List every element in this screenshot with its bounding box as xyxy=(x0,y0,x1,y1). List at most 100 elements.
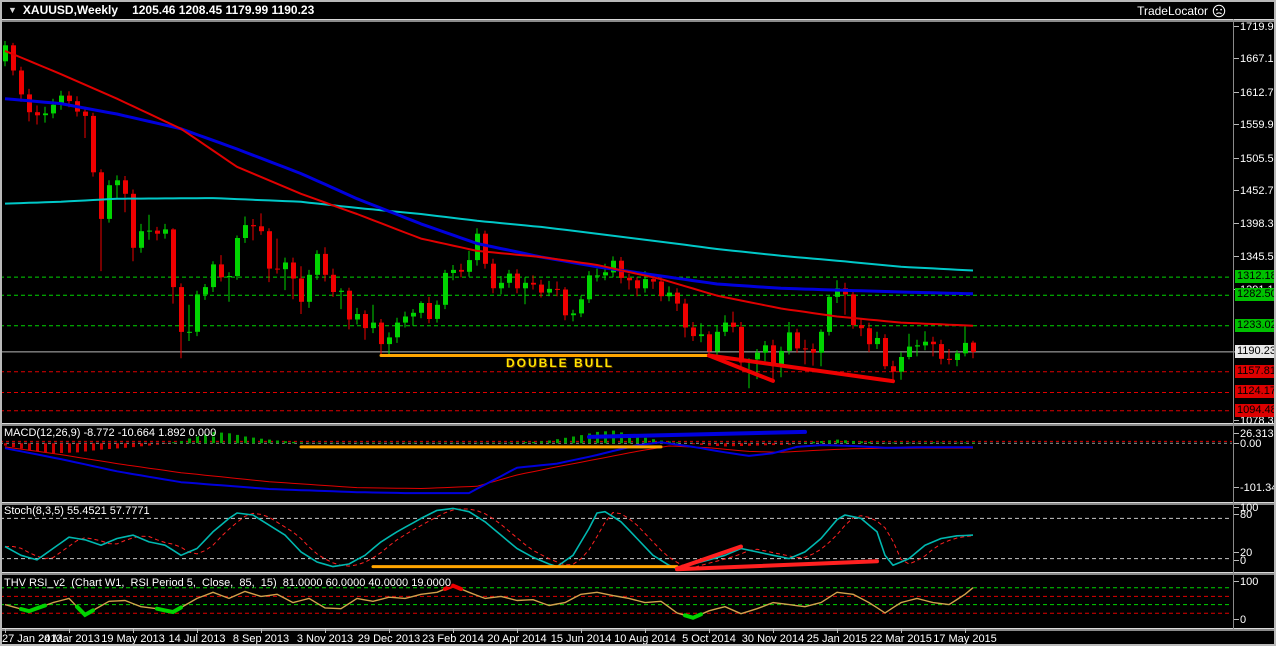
date-tick xyxy=(5,629,6,633)
double-bull-label: DOUBLE BULL xyxy=(506,356,614,370)
symbol-timeframe-title: XAUUSD,Weekly xyxy=(22,2,119,17)
date-tick xyxy=(197,629,198,633)
date-label: 29 Dec 2013 xyxy=(357,633,421,645)
date-tick xyxy=(133,629,134,633)
resistance-price-tag: 1282.50 xyxy=(1235,288,1276,302)
tradelocator-watermark: TradeLocator xyxy=(1137,4,1226,18)
candle-body xyxy=(635,280,640,289)
macd-histogram-bar-up xyxy=(484,442,487,444)
macd-histogram-bar-up xyxy=(836,439,839,444)
panel-separator-rsi[interactable] xyxy=(0,572,1276,575)
macd-histogram-bar-up xyxy=(532,441,535,444)
macd-histogram-bar-up xyxy=(228,433,231,444)
macd-main-line xyxy=(4,441,974,495)
macd-axis-label: -101.342 xyxy=(1233,482,1276,494)
rsi-oversold-highlight xyxy=(19,603,47,614)
candle-body xyxy=(323,253,328,275)
candle-body xyxy=(907,346,912,357)
macd-histogram-bar-up xyxy=(388,442,391,444)
date-label: 10 Aug 2014 xyxy=(614,633,676,645)
date-label: 22 Mar 2015 xyxy=(870,633,932,645)
macd-histogram-bar-down xyxy=(780,443,783,445)
rsi-axis-label: 0 xyxy=(1233,614,1247,626)
candle-body xyxy=(411,312,416,317)
candle-body xyxy=(275,268,280,270)
macd-histogram-bar-up xyxy=(372,442,375,444)
macd-histogram-bar-up xyxy=(940,442,943,444)
candle-body xyxy=(339,290,344,292)
candle-body xyxy=(779,350,784,367)
current-price-tag: 1190.23 xyxy=(1235,344,1276,358)
panel-separator-macd[interactable] xyxy=(0,423,1276,426)
price-axis-separator xyxy=(1233,19,1234,629)
macd-histogram-bar-up xyxy=(172,442,175,444)
price-axis-label: 1398.30 xyxy=(1234,218,1276,230)
macd-axis-label: 0.00 xyxy=(1233,438,1262,450)
candle-body xyxy=(971,342,976,352)
macd-histogram-bar-down xyxy=(788,443,791,445)
candle-body xyxy=(499,282,504,289)
candle-body xyxy=(67,95,72,102)
panel-separator-stoch[interactable] xyxy=(0,502,1276,505)
candle-body xyxy=(531,282,536,285)
price-axis-label: 1452.70 xyxy=(1234,185,1276,197)
date-axis[interactable]: 27 Jan 2013 24 Mar 2013 19 May 2013 14 Jul … xyxy=(0,629,1276,646)
macd-histogram-bar-up xyxy=(292,441,295,444)
macd-histogram-bar-down xyxy=(68,443,71,453)
candle-body xyxy=(299,278,304,302)
candle-body xyxy=(203,287,208,295)
date-tick xyxy=(453,629,454,633)
macd-histogram-bar-up xyxy=(580,435,583,444)
macd-histogram-bar-up xyxy=(428,442,431,444)
candle-body xyxy=(811,349,816,353)
date-label: 27 Jan 2013 xyxy=(2,633,63,645)
candle-body xyxy=(155,230,160,234)
rsi-oversold-highlight xyxy=(155,605,183,615)
candle-body xyxy=(347,290,352,320)
title-bar: ▼ XAUUSD,Weekly 1205.46 1208.45 1179.99 … xyxy=(0,0,1276,19)
macd-histogram-bar-up xyxy=(868,441,871,444)
candle-body xyxy=(259,226,264,232)
macd-histogram-bar-up xyxy=(284,441,287,444)
macd-histogram-bar-down xyxy=(76,443,79,453)
candle-body xyxy=(419,303,424,313)
descending-trendline xyxy=(707,353,775,383)
macd-histogram-bar-down xyxy=(164,443,167,444)
candle-body xyxy=(675,292,680,304)
macd-histogram-bar-down xyxy=(732,443,735,447)
date-label: 24 Mar 2013 xyxy=(38,633,100,645)
candle-body xyxy=(179,287,184,332)
chart-menu-arrow-icon[interactable]: ▼ xyxy=(8,4,17,15)
macd-histogram-bar-up xyxy=(548,440,551,444)
price-axis-label: 1612.70 xyxy=(1234,87,1276,99)
macd-histogram-bar-down xyxy=(756,443,759,446)
macd-histogram-bar-up xyxy=(364,442,367,444)
candle-body xyxy=(219,264,224,278)
macd-histogram-bar-down xyxy=(12,443,15,448)
support-price-tag: 1124.17 xyxy=(1235,385,1276,399)
date-tick xyxy=(965,629,966,633)
macd-histogram-bar-up xyxy=(244,436,247,444)
macd-histogram-bar-up xyxy=(908,442,911,444)
candle-body xyxy=(803,348,808,350)
candle-body xyxy=(211,264,216,288)
date-tick xyxy=(901,629,902,633)
macd-histogram-bar-down xyxy=(124,443,127,448)
macd-histogram-bar-up xyxy=(524,442,527,444)
candle-body xyxy=(771,345,776,367)
macd-histogram-bar-up xyxy=(340,442,343,444)
macd-histogram-bar-up xyxy=(884,442,887,444)
stoch-axis-label: 20 xyxy=(1233,547,1253,559)
price-axis[interactable]: 1719.90 1667.10 1612.70 1559.90 1505.50 1452.… xyxy=(1233,0,1276,646)
candle-body xyxy=(51,104,56,114)
macd-histogram-bar-down xyxy=(700,443,703,445)
macd-histogram-bar-down xyxy=(36,443,39,452)
candle-body xyxy=(715,331,720,352)
candle-body xyxy=(451,269,456,273)
macd-histogram-bar-down xyxy=(108,443,111,449)
macd-histogram-bar-up xyxy=(460,442,463,444)
candle-body xyxy=(891,366,896,372)
stoch-signal-line xyxy=(5,508,974,569)
macd-histogram-bar-up xyxy=(972,442,975,444)
